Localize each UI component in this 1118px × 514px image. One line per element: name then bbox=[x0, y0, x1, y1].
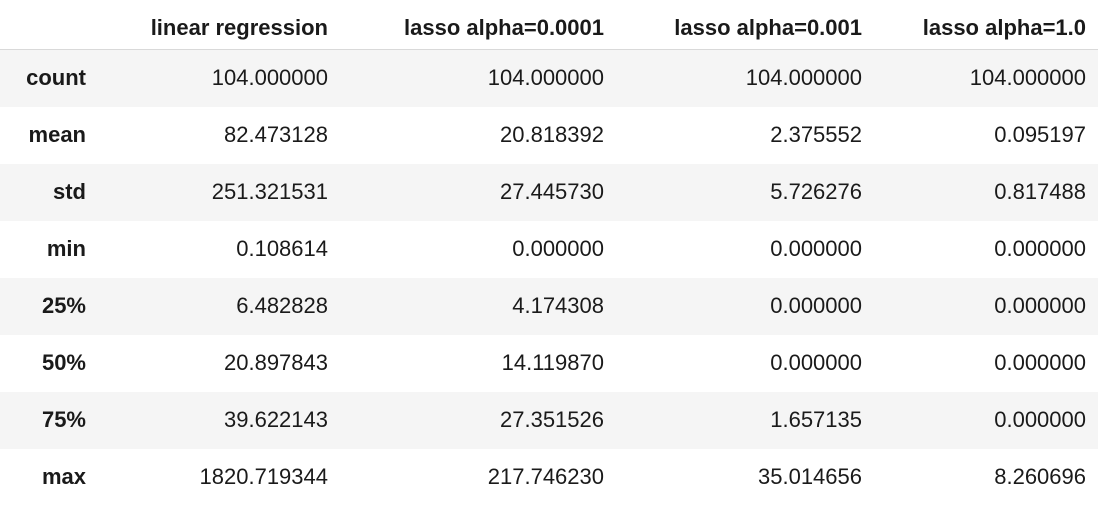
table-cell: 27.351526 bbox=[500, 407, 604, 432]
row-label: 75% bbox=[41, 407, 86, 432]
table-cell: 39.622143 bbox=[224, 407, 328, 432]
table-cell: 27.445730 bbox=[500, 179, 604, 204]
table-row: min 0.108614 0.000000 0.000000 0.000000 bbox=[0, 220, 1098, 278]
table-row: mean 82.473128 20.818392 2.375552 0.0951… bbox=[0, 106, 1098, 164]
table-cell: 0.000000 bbox=[770, 236, 862, 261]
table-cell: 20.818392 bbox=[500, 122, 604, 147]
table-cell: 0.095197 bbox=[994, 122, 1086, 147]
table-cell: 2.375552 bbox=[770, 122, 862, 147]
row-label: mean bbox=[28, 122, 86, 147]
table-cell: 251.321531 bbox=[211, 179, 328, 204]
table-cell: 5.726276 bbox=[770, 179, 862, 204]
index-header bbox=[0, 7, 98, 50]
table-row: std 251.321531 27.445730 5.726276 0.8174… bbox=[0, 163, 1098, 221]
table-cell: 0.000000 bbox=[994, 293, 1086, 318]
table-row: 50% 20.897843 14.119870 0.000000 0.00000… bbox=[0, 334, 1098, 392]
header-row: linear regression lasso alpha=0.0001 las… bbox=[0, 7, 1098, 50]
table-cell: 82.473128 bbox=[224, 122, 328, 147]
row-label: 25% bbox=[41, 293, 86, 318]
column-header-lasso-alpha-0.0001: lasso alpha=0.0001 bbox=[340, 7, 616, 50]
table-cell: 0.000000 bbox=[994, 407, 1086, 432]
row-label: min bbox=[46, 236, 86, 261]
column-header-lasso-alpha-1.0: lasso alpha=1.0 bbox=[874, 7, 1098, 50]
table-row: 75% 39.622143 27.351526 1.657135 0.00000… bbox=[0, 391, 1098, 449]
row-label: std bbox=[53, 179, 86, 204]
table-cell: 1820.719344 bbox=[199, 464, 328, 489]
table-cell: 0.817488 bbox=[994, 179, 1086, 204]
table-cell: 104.000000 bbox=[745, 65, 862, 91]
table-cell: 20.897843 bbox=[224, 350, 328, 375]
column-header-linear-regression: linear regression bbox=[98, 7, 340, 50]
table-cell: 1.657135 bbox=[770, 407, 862, 432]
table-cell: 104.000000 bbox=[211, 65, 328, 91]
table-cell: 217.746230 bbox=[487, 464, 604, 489]
summary-stats-table: linear regression lasso alpha=0.0001 las… bbox=[0, 7, 1098, 506]
table-cell: 0.108614 bbox=[236, 236, 328, 261]
table-cell: 8.260696 bbox=[994, 464, 1086, 489]
table-cell: 104.000000 bbox=[969, 65, 1086, 91]
table-cell: 104.000000 bbox=[487, 65, 604, 91]
table-cell: 0.000000 bbox=[512, 236, 604, 261]
table-cell: 6.482828 bbox=[236, 293, 328, 318]
table-cell: 35.014656 bbox=[758, 464, 862, 489]
row-label: count bbox=[26, 65, 86, 91]
row-label: max bbox=[41, 464, 86, 489]
table-row: 25% 6.482828 4.174308 0.000000 0.000000 bbox=[0, 277, 1098, 335]
table-row: max 1820.719344 217.746230 35.014656 8.2… bbox=[0, 448, 1098, 506]
table-cell: 0.000000 bbox=[770, 293, 862, 318]
column-header-lasso-alpha-0.001: lasso alpha=0.001 bbox=[616, 7, 874, 50]
table-cell: 0.000000 bbox=[994, 350, 1086, 375]
table-cell: 0.000000 bbox=[770, 350, 862, 375]
table-row: count 104.000000 104.000000 104.000000 1… bbox=[0, 49, 1098, 107]
table-cell: 4.174308 bbox=[512, 293, 604, 318]
table-cell: 14.119870 bbox=[501, 350, 604, 375]
table-cell: 0.000000 bbox=[994, 236, 1086, 261]
row-label: 50% bbox=[41, 350, 86, 375]
